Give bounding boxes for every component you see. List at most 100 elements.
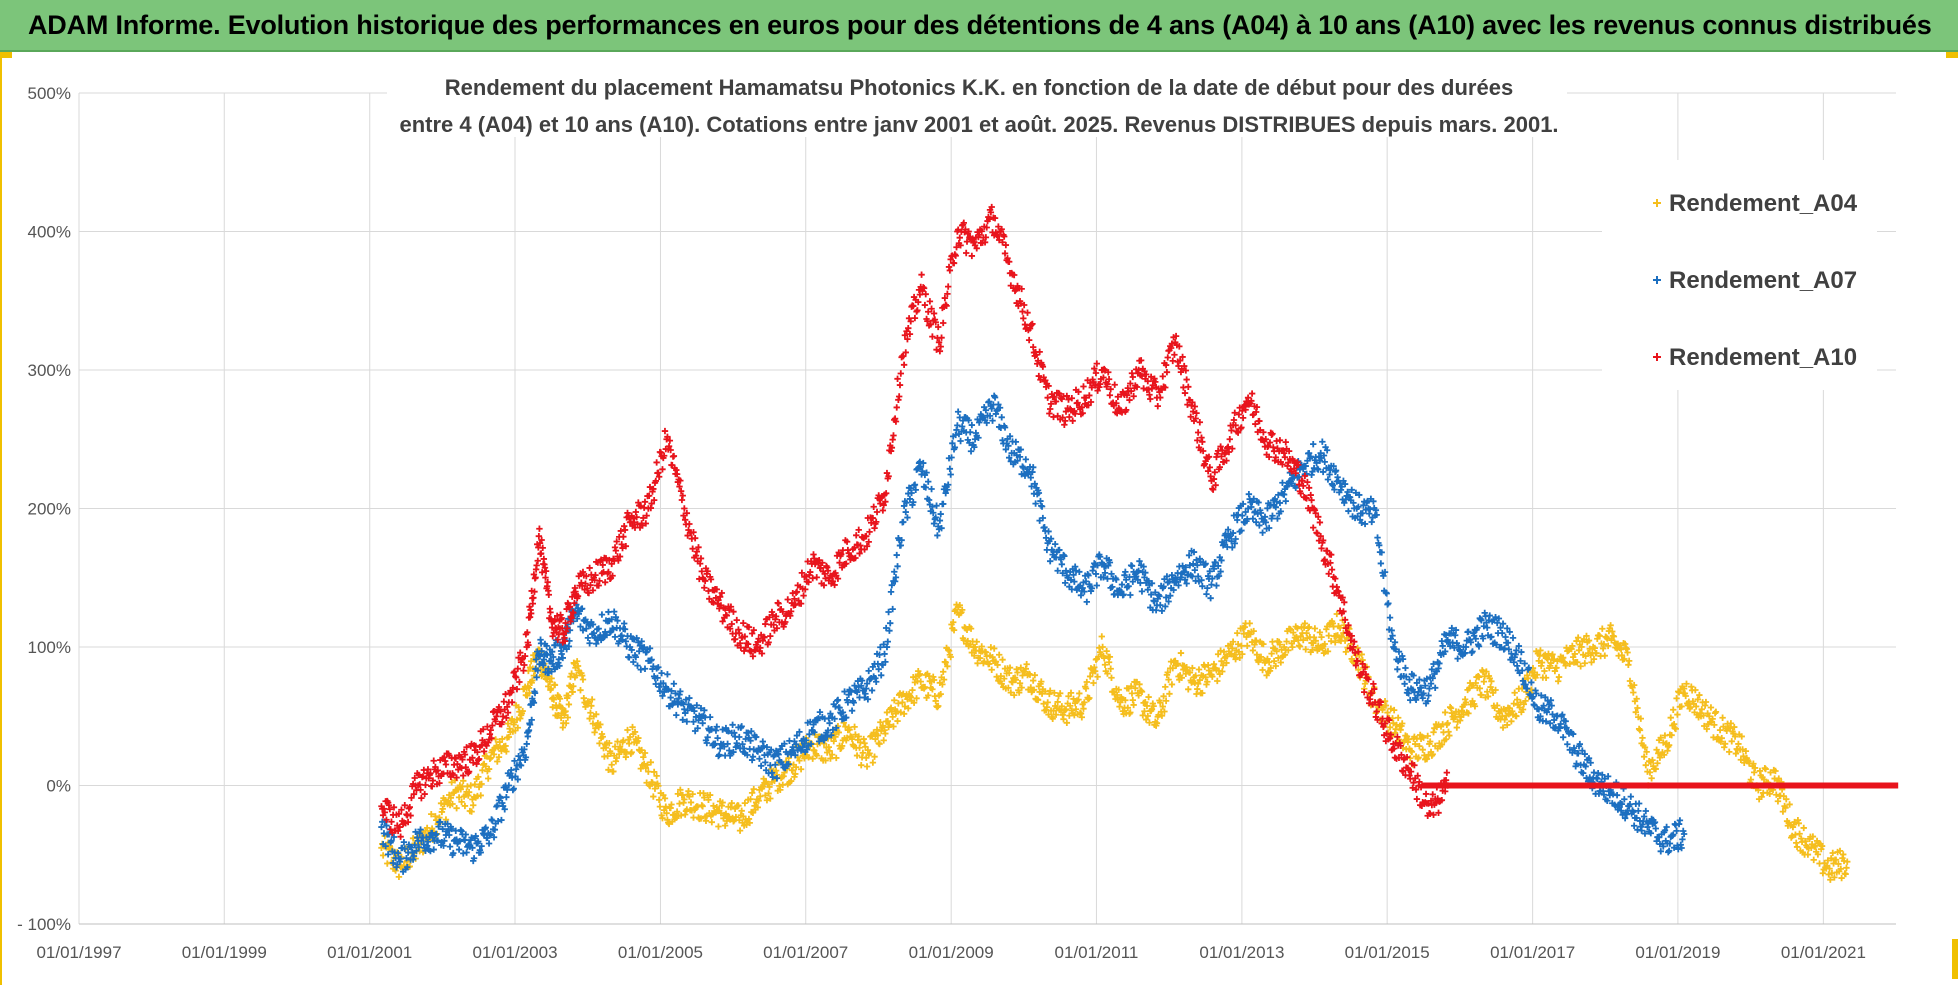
data-point-Rendement_A04 — [1462, 699, 1470, 706]
flat-zero-marker — [1889, 782, 1895, 789]
scatter-mark-Rendement_A07 — [742, 735, 749, 743]
scatter-mark-Rendement_A07 — [1163, 573, 1171, 580]
scatter-mark-Rendement_A10 — [1285, 459, 1292, 466]
flat-zero-marker — [1553, 782, 1559, 789]
scatter-mark-Rendement_A07 — [937, 510, 944, 518]
scatter-mark-Rendement_A07 — [1594, 775, 1601, 782]
scatter-mark-Rendement_A04 — [653, 772, 660, 780]
scatter-mark-Rendement_A10 — [1088, 384, 1095, 391]
scatter-mark-Rendement_A04 — [395, 873, 403, 881]
scatter-mark-Rendement_A10 — [749, 653, 757, 660]
scatter-mark-Rendement_A07 — [446, 831, 453, 839]
scatter-mark-Rendement_A07 — [884, 638, 891, 645]
data-point-Rendement_A04 — [1553, 664, 1560, 671]
scatter-mark-Rendement_A04 — [482, 763, 489, 770]
scatter-mark-Rendement_A10 — [770, 621, 777, 628]
scatter-mark-Rendement_A10 — [586, 564, 593, 572]
scatter-mark-Rendement_A04 — [1494, 702, 1501, 709]
scatter-mark-Rendement_A10 — [404, 818, 412, 826]
scatter-mark-Rendement_A10 — [1033, 351, 1040, 359]
scatter-mark-Rendement_A07 — [894, 563, 901, 570]
scatter-mark-Rendement_A07 — [1100, 574, 1107, 581]
scatter-mark-Rendement_A10 — [666, 437, 674, 444]
scatter-mark-Rendement_A04 — [674, 790, 682, 798]
scatter-mark-Rendement_A07 — [1212, 559, 1219, 566]
scatter-mark-Rendement_A04 — [570, 683, 577, 690]
scatter-mark-Rendement_A04 — [1324, 648, 1332, 655]
scatter-mark-Rendement_A07 — [1341, 480, 1349, 488]
scatter-mark-Rendement_A07 — [1071, 578, 1078, 585]
scatter-mark-Rendement_A07 — [1061, 579, 1069, 587]
scatter-mark-Rendement_A10 — [1157, 394, 1164, 401]
scatter-mark-Rendement_A04 — [640, 760, 648, 768]
scatter-mark-Rendement_A10 — [1069, 417, 1076, 425]
scatter-mark-Rendement_A07 — [1640, 813, 1648, 820]
scatter-mark-Rendement_A10 — [398, 806, 405, 813]
scatter-mark-Rendement_A04 — [1637, 715, 1644, 722]
scatter-mark-Rendement_A07 — [533, 674, 540, 681]
scatter-mark-Rendement_A07 — [1638, 827, 1645, 834]
scatter-mark-Rendement_A07 — [1415, 688, 1422, 696]
scatter-mark-Rendement_A04 — [1453, 724, 1461, 731]
scatter-mark-Rendement_A10 — [1039, 363, 1047, 370]
scatter-mark-Rendement_A07 — [401, 845, 408, 853]
scatter-mark-Rendement_A10 — [929, 333, 936, 340]
scatter-mark-Rendement_A04 — [828, 751, 836, 758]
scatter-mark-Rendement_A07 — [444, 820, 451, 828]
scatter-mark-Rendement_A10 — [1185, 383, 1192, 390]
scatter-mark-Rendement_A07 — [1599, 771, 1606, 779]
scatter-mark-Rendement_A04 — [956, 602, 963, 609]
data-point-Rendement_A10 — [681, 505, 688, 512]
scatter-mark-Rendement_A07 — [1092, 570, 1100, 578]
scatter-mark-Rendement_A04 — [1332, 639, 1339, 646]
scatter-mark-Rendement_A07 — [951, 444, 959, 451]
scatter-mark-Rendement_A07 — [1338, 483, 1345, 490]
scatter-mark-Rendement_A10 — [645, 492, 653, 499]
scatter-mark-Rendement_A04 — [1762, 765, 1769, 773]
scatter-mark-Rendement_A04 — [925, 692, 932, 699]
scatter-mark-Rendement_A07 — [1373, 511, 1380, 519]
scatter-mark-Rendement_A07 — [1493, 641, 1500, 648]
scatter-mark-Rendement_A04 — [1640, 753, 1648, 760]
scatter-mark-Rendement_A07 — [1474, 624, 1481, 632]
data-point-Rendement_A04 — [1444, 719, 1451, 727]
scatter-mark-Rendement_A04 — [1006, 664, 1014, 671]
scatter-mark-Rendement_A07 — [1626, 801, 1634, 808]
scatter-mark-Rendement_A07 — [940, 500, 947, 508]
scatter-mark-Rendement_A04 — [721, 822, 729, 829]
scatter-mark-Rendement_A10 — [1035, 372, 1043, 380]
scatter-mark-Rendement_A10 — [994, 233, 1001, 240]
scatter-mark-Rendement_A04 — [1542, 674, 1550, 681]
scatter-mark-Rendement_A07 — [793, 732, 801, 739]
scatter-mark-Rendement_A10 — [793, 588, 801, 596]
scatter-mark-Rendement_A10 — [1238, 424, 1245, 431]
scatter-mark-Rendement_A07 — [873, 678, 880, 685]
x-tick-label: 01/01/2005 — [618, 943, 703, 962]
scatter-mark-Rendement_A10 — [800, 592, 807, 599]
scatter-mark-Rendement_A07 — [658, 669, 665, 677]
scatter-mark-Rendement_A04 — [1788, 832, 1796, 840]
scatter-mark-Rendement_A07 — [1002, 446, 1010, 453]
scatter-mark-Rendement_A07 — [1228, 538, 1235, 545]
scatter-mark-Rendement_A07 — [1542, 694, 1549, 701]
data-point-Rendement_A04 — [899, 699, 906, 706]
scatter-mark-Rendement_A10 — [397, 833, 404, 840]
flat-zero-marker — [1437, 782, 1443, 789]
scatter-mark-Rendement_A10 — [424, 766, 432, 773]
scatter-mark-Rendement_A10 — [1179, 353, 1186, 361]
scatter-mark-Rendement_A07 — [621, 626, 629, 633]
scatter-mark-Rendement_A07 — [1413, 679, 1421, 687]
scatter-mark-Rendement_A10 — [582, 580, 589, 587]
flat-zero-marker — [1745, 782, 1751, 789]
scatter-mark-Rendement_A10 — [836, 559, 843, 566]
scatter-mark-Rendement_A10 — [549, 633, 556, 640]
scatter-mark-Rendement_A04 — [792, 763, 800, 771]
scatter-mark-Rendement_A07 — [1001, 424, 1009, 431]
scatter-mark-Rendement_A10 — [659, 466, 666, 473]
scatter-mark-Rendement_A07 — [1672, 821, 1679, 829]
scatter-mark-Rendement_A07 — [531, 689, 539, 697]
scatter-mark-Rendement_A07 — [517, 762, 525, 769]
scatter-mark-Rendement_A10 — [386, 806, 393, 813]
data-point-Rendement_A07 — [1189, 560, 1197, 568]
scatter-mark-Rendement_A10 — [1024, 309, 1031, 316]
